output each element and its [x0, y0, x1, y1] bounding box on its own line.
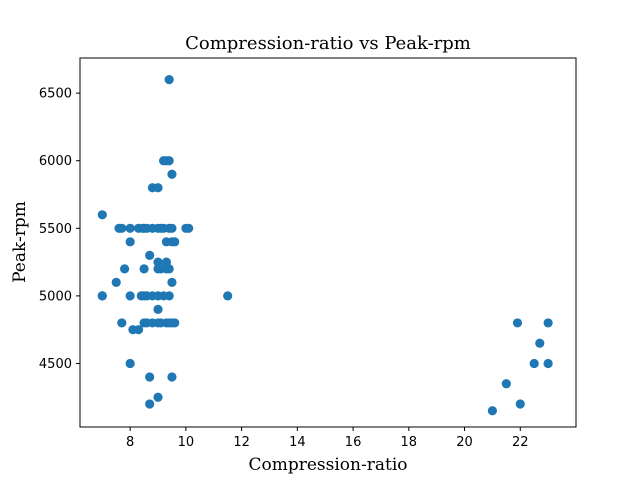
x-axis-label: Compression-ratio	[248, 455, 407, 475]
data-point	[125, 237, 135, 247]
y-tick-label: 5000	[39, 289, 72, 304]
data-point	[153, 392, 163, 402]
y-tick-label: 6500	[39, 87, 72, 102]
data-point	[167, 372, 177, 382]
chart-title: Compression-ratio vs Peak-rpm	[185, 33, 471, 54]
data-point	[164, 291, 174, 301]
data-point	[184, 223, 194, 233]
y-axis-label: Peak-rpm	[10, 201, 30, 283]
data-point	[164, 75, 174, 85]
data-point	[170, 237, 180, 247]
data-point	[543, 358, 553, 369]
data-point	[515, 399, 525, 409]
data-point	[164, 264, 174, 274]
data-point	[111, 277, 121, 287]
data-point	[153, 304, 163, 315]
data-point	[529, 358, 539, 369]
data-point	[512, 318, 523, 328]
data-point	[97, 291, 107, 301]
data-point	[125, 291, 135, 301]
data-point	[133, 325, 144, 335]
data-point	[97, 210, 107, 220]
x-axis: 8 10 12 14 16 18 20 22	[126, 427, 529, 450]
data-point	[170, 318, 180, 328]
x-tick-label: 16	[345, 435, 362, 450]
data-point	[153, 183, 163, 193]
data-point	[535, 338, 545, 348]
x-tick-label: 22	[512, 435, 529, 450]
x-tick-label: 20	[456, 435, 473, 450]
x-tick-label: 10	[178, 435, 195, 450]
y-axis: 4500 5000 5500 6000 6500	[39, 87, 80, 372]
data-point	[125, 223, 135, 233]
data-point	[501, 379, 511, 389]
data-point	[125, 358, 135, 369]
data-point	[167, 169, 177, 179]
data-point	[145, 372, 155, 382]
data-point	[117, 318, 127, 328]
y-tick-label: 4500	[39, 357, 72, 372]
data-point	[223, 291, 233, 301]
x-tick-label: 18	[401, 435, 418, 450]
data-point	[139, 264, 149, 274]
data-point	[543, 318, 553, 328]
data-point	[145, 399, 155, 409]
y-tick-label: 6000	[39, 154, 72, 169]
x-tick-label: 12	[233, 435, 250, 450]
data-point	[164, 156, 174, 166]
data-point	[145, 250, 155, 260]
x-tick-label: 14	[289, 435, 306, 450]
plot-area	[79, 57, 577, 428]
x-tick-label: 8	[126, 435, 134, 450]
data-point	[119, 264, 130, 274]
y-tick-label: 5500	[39, 222, 72, 237]
data-point	[117, 223, 127, 233]
data-point	[487, 406, 498, 416]
data-point	[167, 277, 177, 287]
data-point	[167, 223, 177, 233]
data-points	[97, 75, 553, 416]
